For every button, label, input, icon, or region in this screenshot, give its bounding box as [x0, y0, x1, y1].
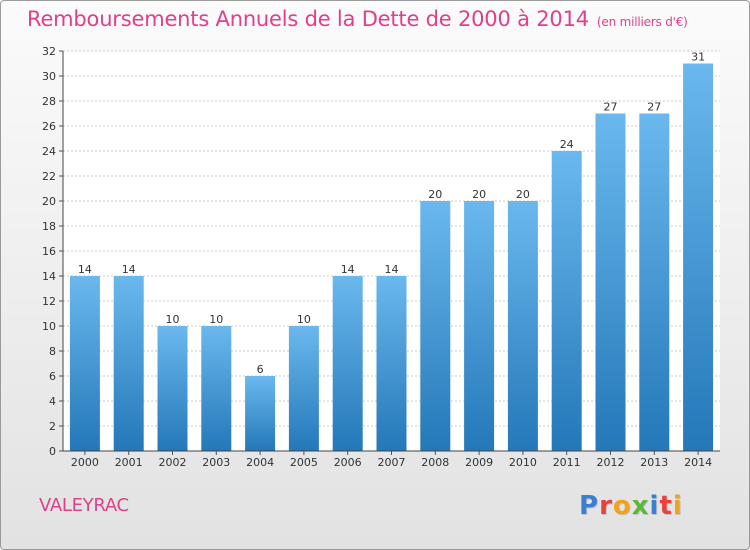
logo-letter: r	[599, 491, 613, 521]
logo-letter: x	[631, 491, 650, 521]
x-tick-label: 2005	[290, 456, 318, 469]
x-tick-label: 2014	[684, 456, 712, 469]
y-tick-label: 28	[42, 95, 56, 108]
x-tick-label: 2012	[597, 456, 625, 469]
bar	[376, 276, 407, 451]
bar	[201, 326, 232, 451]
x-tick-label: 2010	[509, 456, 537, 469]
y-tick-label: 2	[49, 420, 56, 433]
data-label: 20	[472, 188, 486, 201]
logo-letter: t	[659, 491, 673, 521]
logo-letter: i	[672, 491, 683, 521]
x-tick-label: 2006	[334, 456, 362, 469]
logo-letter: o	[612, 491, 632, 521]
bar	[288, 326, 319, 451]
bar	[639, 113, 670, 451]
x-tick-label: 2001	[115, 456, 143, 469]
y-tick-label: 16	[42, 245, 56, 258]
bar	[157, 326, 188, 451]
chart-subtitle: (en milliers d'€)	[596, 15, 688, 29]
y-tick-label: 32	[42, 45, 56, 58]
y-tick-label: 14	[42, 270, 56, 283]
data-label: 14	[341, 263, 355, 276]
y-tick-label: 26	[42, 120, 56, 133]
data-label: 14	[385, 263, 399, 276]
data-label: 14	[78, 263, 92, 276]
data-label: 10	[209, 313, 223, 326]
bar	[595, 113, 626, 451]
bar	[683, 63, 714, 451]
bar	[113, 276, 144, 451]
bar	[551, 151, 582, 451]
data-label: 14	[122, 263, 136, 276]
data-label: 10	[297, 313, 311, 326]
data-label: 27	[647, 101, 661, 114]
proxiti-logo: Proxiti	[579, 491, 683, 521]
data-label: 6	[257, 363, 264, 376]
bar	[507, 201, 538, 451]
y-tick-label: 24	[42, 145, 56, 158]
x-tick-label: 2008	[421, 456, 449, 469]
data-label: 24	[560, 138, 574, 151]
bar	[69, 276, 100, 451]
y-tick-label: 6	[49, 370, 56, 383]
logo-letter: P	[579, 491, 600, 521]
x-tick-label: 2003	[202, 456, 230, 469]
x-tick-label: 2013	[640, 456, 668, 469]
bar	[464, 201, 495, 451]
data-label: 31	[691, 51, 705, 64]
y-tick-label: 4	[49, 395, 56, 408]
x-tick-label: 2009	[465, 456, 493, 469]
bar	[245, 376, 276, 451]
y-tick-label: 12	[42, 295, 56, 308]
data-label: 20	[428, 188, 442, 201]
commune-name: VALEYRAC	[39, 495, 129, 516]
y-tick-label: 0	[49, 445, 56, 458]
x-tick-label: 2007	[378, 456, 406, 469]
chart-title-text: Remboursements Annuels de la Dette de 20…	[27, 7, 589, 31]
chart-title: Remboursements Annuels de la Dette de 20…	[27, 7, 688, 31]
y-tick-label: 8	[49, 345, 56, 358]
data-label: 10	[166, 313, 180, 326]
y-tick-label: 22	[42, 170, 56, 183]
data-label: 27	[604, 101, 618, 114]
x-tick-label: 2002	[159, 456, 187, 469]
y-tick-label: 20	[42, 195, 56, 208]
logo-letter: i	[649, 491, 660, 521]
x-tick-label: 2000	[71, 456, 99, 469]
bar	[332, 276, 363, 451]
bar	[420, 201, 451, 451]
data-label: 20	[516, 188, 530, 201]
y-tick-label: 10	[42, 320, 56, 333]
x-tick-label: 2004	[246, 456, 274, 469]
y-tick-label: 18	[42, 220, 56, 233]
y-tick-label: 30	[42, 70, 56, 83]
x-tick-label: 2011	[553, 456, 581, 469]
